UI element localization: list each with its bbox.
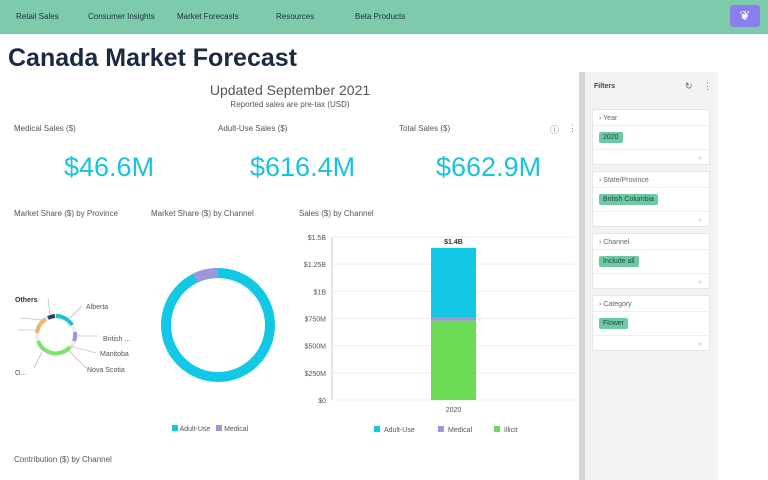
legend-swatch-adult-use xyxy=(172,425,178,431)
slice-quebec[interactable] xyxy=(35,317,48,334)
y-tick-label: $0 xyxy=(318,398,326,405)
y-tick-label: $1B xyxy=(314,289,327,296)
kpi-value-adult-use: $616.4M xyxy=(250,152,356,182)
legend-swatch xyxy=(438,426,444,432)
legend-label: Illicit xyxy=(504,427,518,434)
nav-market-forecasts[interactable]: Market Forecasts xyxy=(177,12,239,21)
y-tick-label: $500M xyxy=(305,344,327,351)
kpi-label-total: Total Sales ($) xyxy=(399,124,451,133)
filter-chip[interactable]: Include all xyxy=(599,256,639,267)
kpi-value-medical: $46.6M xyxy=(64,152,155,182)
legend-swatch xyxy=(374,426,380,432)
province-chart-title: Market Share ($) by Province xyxy=(14,209,119,218)
slice-alberta[interactable] xyxy=(55,314,74,327)
kpi-label-medical: Medical Sales ($) xyxy=(14,124,76,133)
page-title: Canada Market Forecast xyxy=(8,44,298,72)
reset-icon[interactable]: ↻ xyxy=(685,81,693,91)
y-tick-label: $750M xyxy=(305,317,327,324)
legend-label: Medical xyxy=(448,427,473,434)
info-icon[interactable]: ⓘ xyxy=(550,125,560,135)
updated-heading: Updated September 2021 xyxy=(209,82,371,98)
filter-category[interactable]: › Category Flower « xyxy=(592,295,710,351)
more-icon[interactable]: ⋮ xyxy=(703,81,712,91)
filter-label: State/Province xyxy=(603,177,649,184)
legend-medical: Medical xyxy=(224,426,249,433)
kpi-value-total: $662.9M xyxy=(436,152,542,182)
label-ontario: O... xyxy=(15,370,26,377)
bar-illicit[interactable] xyxy=(431,320,476,400)
label-nova-scotia: Nova Scotia xyxy=(87,367,125,374)
filters-title: Filters xyxy=(594,83,616,90)
legend-label: Adult-Use xyxy=(384,427,415,434)
scrollbar[interactable] xyxy=(579,72,585,480)
label-manitoba: Manitoba xyxy=(100,351,129,358)
channel-chart-title: Market Share ($) by Channel xyxy=(151,209,254,218)
filter-state-province[interactable]: › State/Province British Columbia « xyxy=(592,171,710,227)
contribution-title: Contribution ($) by Channel xyxy=(14,455,112,464)
y-tick-label: $1.25B xyxy=(304,262,327,269)
top-nav: Retail Sales Consumer Insights Market Fo… xyxy=(0,0,768,34)
filter-chip[interactable]: Flower xyxy=(599,318,629,329)
collapse-icon[interactable]: « xyxy=(698,217,702,224)
nav-retail-sales[interactable]: Retail Sales xyxy=(16,12,59,21)
collapse-icon[interactable]: « xyxy=(698,155,702,162)
slice-adult-use[interactable] xyxy=(161,268,275,382)
collapse-icon[interactable]: « xyxy=(698,279,702,286)
slice-british-columbia[interactable] xyxy=(72,331,78,342)
filter-label: Category xyxy=(603,301,632,308)
x-tick-label: 2020 xyxy=(446,407,462,414)
label-alberta: Alberta xyxy=(86,304,108,311)
tax-note: Reported sales are pre-tax (USD) xyxy=(230,100,350,109)
collapse-icon[interactable]: « xyxy=(698,341,702,348)
legend-swatch-medical xyxy=(216,425,223,431)
label-others: Others xyxy=(15,297,38,304)
sales-bar-chart: $0 $250M $500M $750M $1B $1.25B $1.5B $1.4B 2020… xyxy=(304,235,575,434)
y-tick-label: $1.5B xyxy=(308,235,327,242)
legend-swatch xyxy=(494,426,500,432)
label-british-columbia: British ... xyxy=(103,336,130,343)
filter-chip[interactable]: 2020 xyxy=(599,132,623,143)
channel-legend: Adult-Use Medical xyxy=(172,425,248,433)
filter-chip[interactable]: British Columbia xyxy=(599,194,658,205)
sales-chart-title: Sales ($) by Channel xyxy=(299,209,374,218)
slice-medical[interactable] xyxy=(192,268,219,283)
filter-label: Channel xyxy=(603,239,630,246)
bar-medical[interactable] xyxy=(431,317,476,321)
slice-others[interactable] xyxy=(47,314,56,320)
nav-resources[interactable]: Resources xyxy=(276,12,315,21)
filter-year[interactable]: › Year 2020 « xyxy=(592,109,710,165)
more-icon[interactable]: ⋮ xyxy=(568,123,577,133)
nav-beta-products[interactable]: Beta Products xyxy=(355,12,406,21)
filters-panel: Filters ↻ ⋮ › Year 2020 « › State/Province… xyxy=(585,72,718,480)
legend-adult-use: Adult-Use xyxy=(179,426,211,433)
filter-label: Year xyxy=(603,115,618,122)
channel-donut xyxy=(161,268,275,382)
nav-consumer-insights[interactable]: Consumer Insights xyxy=(88,12,155,21)
filter-channel[interactable]: › Channel Include all « xyxy=(592,233,710,289)
slice-ontario[interactable] xyxy=(36,340,72,356)
bar-total-label: $1.4B xyxy=(444,239,463,246)
kpi-label-adult-use: Adult-Use Sales ($) xyxy=(218,124,288,133)
y-tick-label: $250M xyxy=(305,371,327,378)
province-donut: Others Alberta British ... Manitoba Nova… xyxy=(15,297,130,377)
sprout-icon[interactable]: ❦ xyxy=(730,5,760,27)
bar-adult-use[interactable] xyxy=(431,247,476,318)
